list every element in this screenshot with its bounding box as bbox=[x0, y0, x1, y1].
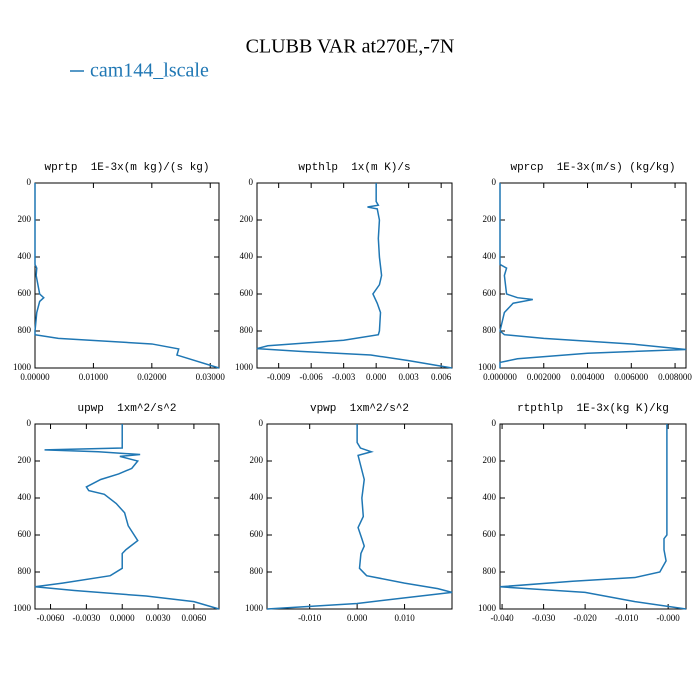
y-tick-label: 600 bbox=[483, 288, 497, 298]
profile-line bbox=[499, 183, 687, 368]
y-tick-label: 1000 bbox=[245, 603, 264, 613]
y-tick-label: 800 bbox=[18, 325, 32, 335]
y-tick-label: 400 bbox=[483, 492, 497, 502]
plot-frame bbox=[34, 423, 220, 610]
x-tick-label: -0.030 bbox=[532, 613, 556, 623]
panel-title: wprtp 1E-3x(m kg)/(s kg) bbox=[44, 162, 209, 174]
x-tick-label: -0.009 bbox=[267, 372, 291, 382]
x-tick-label: 0.03000 bbox=[196, 372, 226, 382]
y-tick-label: 0 bbox=[259, 418, 264, 428]
panel-title: upwp 1xm^2/s^2 bbox=[77, 403, 176, 415]
profile-line bbox=[256, 183, 453, 369]
y-tick-label: 600 bbox=[250, 529, 264, 539]
y-tick-label: 1000 bbox=[13, 362, 32, 372]
y-tick-label: 0 bbox=[27, 177, 32, 187]
y-tick-label: 0 bbox=[249, 177, 254, 187]
x-tick-label: -0.040 bbox=[490, 613, 514, 623]
y-tick-label: 200 bbox=[18, 214, 32, 224]
x-tick-label: 0.02000 bbox=[137, 372, 167, 382]
x-tick-label: 0.004000 bbox=[571, 372, 605, 382]
y-tick-label: 400 bbox=[250, 492, 264, 502]
y-tick-label: 400 bbox=[18, 251, 32, 261]
figure-title: CLUBB VAR at270E,-7N bbox=[246, 36, 455, 58]
x-tick-label: -0.010 bbox=[615, 613, 639, 623]
profile-line bbox=[266, 424, 453, 610]
x-tick-label: 0.00000 bbox=[20, 372, 50, 382]
profile-line bbox=[34, 183, 220, 369]
y-tick-label: 800 bbox=[483, 325, 497, 335]
x-tick-label: 0.002000 bbox=[527, 372, 561, 382]
y-tick-label: 400 bbox=[240, 251, 254, 261]
x-tick-label: -0.003 bbox=[332, 372, 356, 382]
y-tick-label: 600 bbox=[18, 288, 32, 298]
y-tick-label: 200 bbox=[250, 455, 264, 465]
x-tick-label: 0.003 bbox=[399, 372, 420, 382]
y-tick-label: 800 bbox=[18, 566, 32, 576]
x-tick-label: 0.000 bbox=[347, 613, 368, 623]
y-tick-label: 200 bbox=[483, 214, 497, 224]
plot-frame bbox=[34, 182, 220, 369]
panel-title: wpthlp 1x(m K)/s bbox=[298, 162, 410, 174]
x-tick-label: 0.006 bbox=[431, 372, 452, 382]
x-tick-label: -0.010 bbox=[298, 613, 322, 623]
y-tick-label: 800 bbox=[483, 566, 497, 576]
plot-frame bbox=[266, 423, 453, 610]
y-tick-label: 200 bbox=[240, 214, 254, 224]
x-tick-label: 0.01000 bbox=[79, 372, 109, 382]
x-tick-label: -0.006 bbox=[300, 372, 324, 382]
x-tick-label: -0.0060 bbox=[37, 613, 65, 623]
y-tick-label: 1000 bbox=[13, 603, 32, 613]
x-tick-label: 0.0060 bbox=[182, 613, 207, 623]
y-tick-label: 600 bbox=[18, 529, 32, 539]
y-tick-label: 400 bbox=[18, 492, 32, 502]
plot-frame bbox=[499, 423, 687, 610]
profile-line bbox=[499, 424, 687, 610]
y-tick-label: 400 bbox=[483, 251, 497, 261]
y-tick-label: 0 bbox=[27, 418, 32, 428]
profile-line bbox=[34, 424, 220, 610]
panel-title: rtpthlp 1E-3x(kg K)/kg bbox=[517, 403, 669, 415]
y-tick-label: 1000 bbox=[478, 603, 497, 613]
x-tick-label: -0.000 bbox=[657, 613, 681, 623]
x-tick-label: 0.000 bbox=[366, 372, 387, 382]
y-tick-label: 200 bbox=[18, 455, 32, 465]
x-tick-label: 0.010 bbox=[394, 613, 415, 623]
x-tick-label: 0.008000 bbox=[658, 372, 692, 382]
y-tick-label: 600 bbox=[483, 529, 497, 539]
y-tick-label: 0 bbox=[492, 177, 497, 187]
x-tick-label: 0.006000 bbox=[614, 372, 648, 382]
panel-title: vpwp 1xm^2/s^2 bbox=[310, 403, 409, 415]
x-tick-label: 0.000000 bbox=[483, 372, 517, 382]
x-tick-label: -0.020 bbox=[573, 613, 597, 623]
y-tick-label: 800 bbox=[250, 566, 264, 576]
legend-label: cam144_lscale bbox=[90, 60, 209, 82]
y-tick-label: 1000 bbox=[478, 362, 497, 372]
y-tick-label: 0 bbox=[492, 418, 497, 428]
y-tick-label: 800 bbox=[240, 325, 254, 335]
x-tick-label: 0.0000 bbox=[110, 613, 135, 623]
plot-frame bbox=[256, 182, 453, 369]
y-tick-label: 200 bbox=[483, 455, 497, 465]
x-tick-label: -0.0030 bbox=[73, 613, 101, 623]
y-tick-label: 600 bbox=[240, 288, 254, 298]
x-tick-label: 0.0030 bbox=[146, 613, 171, 623]
y-tick-label: 1000 bbox=[235, 362, 254, 372]
panel-title: wprcp 1E-3x(m/s) (kg/kg) bbox=[510, 162, 675, 174]
plot-frame bbox=[499, 182, 687, 369]
